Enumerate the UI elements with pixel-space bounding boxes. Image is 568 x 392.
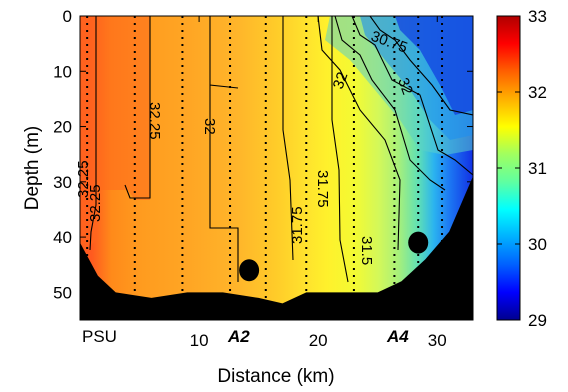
x-axis-ticks: 10 20 30 (190, 16, 447, 350)
y-tick-label: 10 (53, 62, 72, 81)
x-axis-label: Distance (km) (217, 366, 334, 387)
contour-32-25 (124, 16, 151, 199)
contour-32 (209, 16, 239, 282)
instrument-marker-2 (408, 231, 429, 254)
plot-area (80, 16, 473, 320)
y-tick-label: 30 (53, 173, 72, 192)
colorbar-tick-label: 30 (528, 235, 547, 254)
instrument-markers (239, 231, 429, 282)
colorbar-ticks: 29 30 31 32 33 (497, 7, 547, 330)
colorbar: 29 30 31 32 33 (496, 7, 547, 330)
y-tick-label: 20 (53, 118, 72, 137)
colorbar-tick-label: 29 (528, 311, 547, 330)
unit-label: PSU (82, 327, 117, 346)
contour-label-1: 32.25 (87, 184, 104, 222)
contour-31-5 (331, 16, 349, 283)
contour-label-7: 31.5 (358, 236, 375, 265)
contour-30 (369, 16, 473, 116)
y-tick-label: 40 (53, 228, 72, 247)
seafloor-bathymetry (80, 176, 473, 320)
contour-31-75 (282, 16, 294, 261)
station-label-a2: A2 (227, 327, 250, 346)
y-tick-label: 0 (63, 7, 72, 26)
colorbar-tick-label: 33 (528, 7, 547, 26)
x-tick-label: 20 (309, 331, 328, 350)
contour-label-2: 32.25 (75, 160, 92, 198)
contour-label-3: 32.25 (146, 102, 163, 140)
instrument-marker-1 (239, 259, 260, 282)
x-tick-label: 30 (428, 331, 447, 350)
contour-label-8: 32 (330, 70, 352, 91)
contour-32-4 (89, 16, 97, 251)
contour-label-6: 31.75 (314, 170, 331, 208)
station-label-a4: A4 (386, 327, 409, 346)
y-tick-label: 50 (53, 283, 72, 302)
contour-label-9: 32 (394, 76, 416, 97)
contour-labels: 32.25 32.25 32.25 32 31.75 31.75 31.5 32… (75, 28, 416, 265)
x-tick-label: 10 (190, 331, 209, 350)
colorbar-tick-label: 32 (528, 83, 547, 102)
contour-30-5 (351, 16, 473, 176)
contour-30-75 (334, 16, 446, 191)
contour-31-2 (317, 16, 401, 251)
y-axis-label: Depth (m) (22, 126, 43, 210)
contour-lines (89, 16, 473, 283)
contour-label-4: 32 (201, 118, 218, 135)
colorbar-tick-label: 31 (528, 159, 547, 178)
high-salinity-tongue (80, 16, 150, 250)
contour-label-5: 31.75 (289, 206, 306, 244)
plot-frame (79, 15, 474, 321)
y-axis-ticks: 0 10 20 30 40 50 (53, 7, 473, 302)
freshest-water (395, 16, 473, 115)
